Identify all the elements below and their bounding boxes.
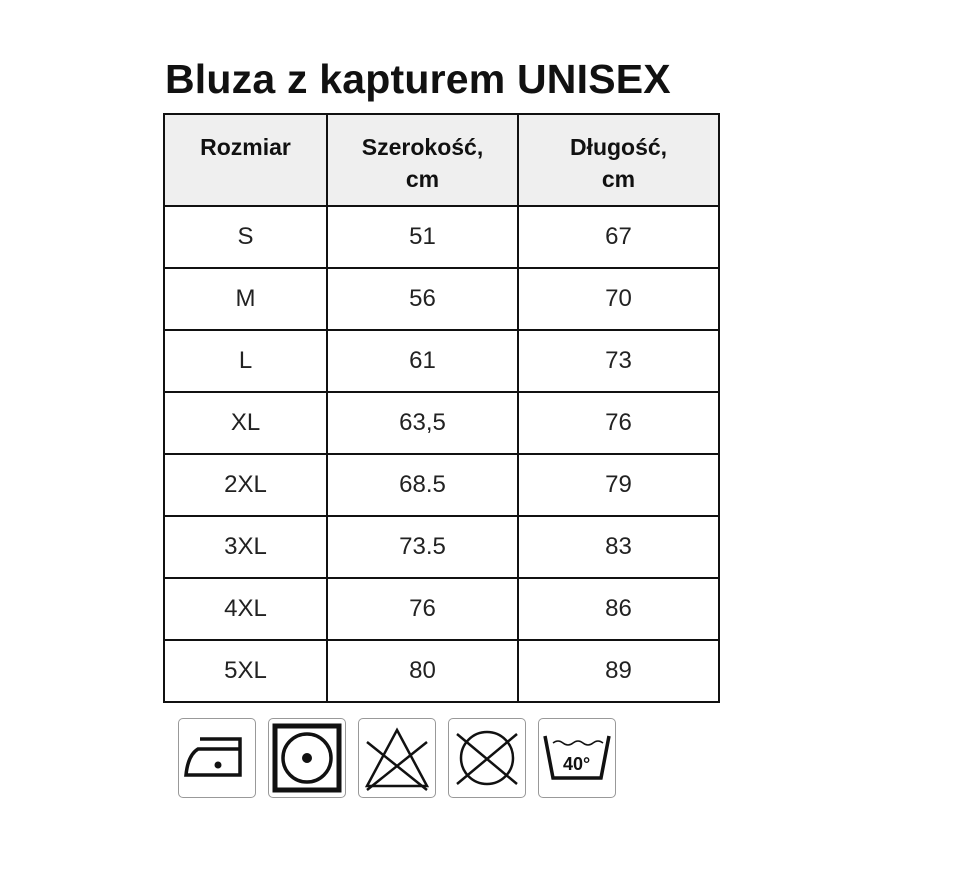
do-not-dry-clean-icon — [448, 718, 526, 798]
size-cell: 5XL — [163, 639, 328, 703]
width-cell: 76 — [326, 577, 519, 641]
size-cell: 2XL — [163, 453, 328, 517]
table-row: L 61 73 — [163, 329, 720, 393]
size-cell: 4XL — [163, 577, 328, 641]
table-row: 4XL 76 86 — [163, 577, 720, 641]
table-row: 5XL 80 89 — [163, 639, 720, 703]
length-cell: 76 — [517, 391, 720, 455]
header-size-label: Rozmiar — [200, 134, 291, 160]
size-table: Rozmiar Szerokość, cm Długość, cm S 51 67 M 56… — [163, 113, 720, 703]
length-cell: 73 — [517, 329, 720, 393]
length-cell: 67 — [517, 205, 720, 269]
length-cell: 79 — [517, 453, 720, 517]
size-cell: XL — [163, 391, 328, 455]
width-cell: 80 — [326, 639, 519, 703]
width-cell: 51 — [326, 205, 519, 269]
table-row: M 56 70 — [163, 267, 720, 331]
width-cell: 63,5 — [326, 391, 519, 455]
length-cell: 89 — [517, 639, 720, 703]
table-row: XL 63,5 76 — [163, 391, 720, 455]
header-length-unit: cm — [601, 166, 636, 192]
width-cell: 73.5 — [326, 515, 519, 579]
table-row: 2XL 68.5 79 — [163, 453, 720, 517]
size-cell: S — [163, 205, 328, 269]
do-not-bleach-icon — [358, 718, 436, 798]
iron-low-heat-icon — [178, 718, 256, 798]
tumble-dry-low-icon — [268, 718, 346, 798]
table-row: S 51 67 — [163, 205, 720, 269]
table-row: 3XL 73.5 83 — [163, 515, 720, 579]
length-cell: 83 — [517, 515, 720, 579]
header-width: Szerokość, cm — [326, 113, 519, 207]
wash-temperature-label: 40° — [563, 754, 590, 774]
table-header-row: Rozmiar Szerokość, cm Długość, cm — [163, 113, 720, 207]
header-width-unit: cm — [405, 166, 440, 192]
size-cell: L — [163, 329, 328, 393]
wash-40-icon: 40° — [538, 718, 616, 798]
width-cell: 68.5 — [326, 453, 519, 517]
care-icons: 40° — [178, 718, 616, 798]
size-cell: 3XL — [163, 515, 328, 579]
width-cell: 56 — [326, 267, 519, 331]
header-length-label: Długość, — [569, 134, 668, 160]
length-cell: 86 — [517, 577, 720, 641]
width-cell: 61 — [326, 329, 519, 393]
page-title: Bluza z kapturem UNISEX — [165, 56, 671, 102]
header-width-label: Szerokość, — [361, 134, 484, 160]
size-cell: M — [163, 267, 328, 331]
header-size: Rozmiar — [163, 113, 328, 207]
length-cell: 70 — [517, 267, 720, 331]
header-length: Długość, cm — [517, 113, 720, 207]
